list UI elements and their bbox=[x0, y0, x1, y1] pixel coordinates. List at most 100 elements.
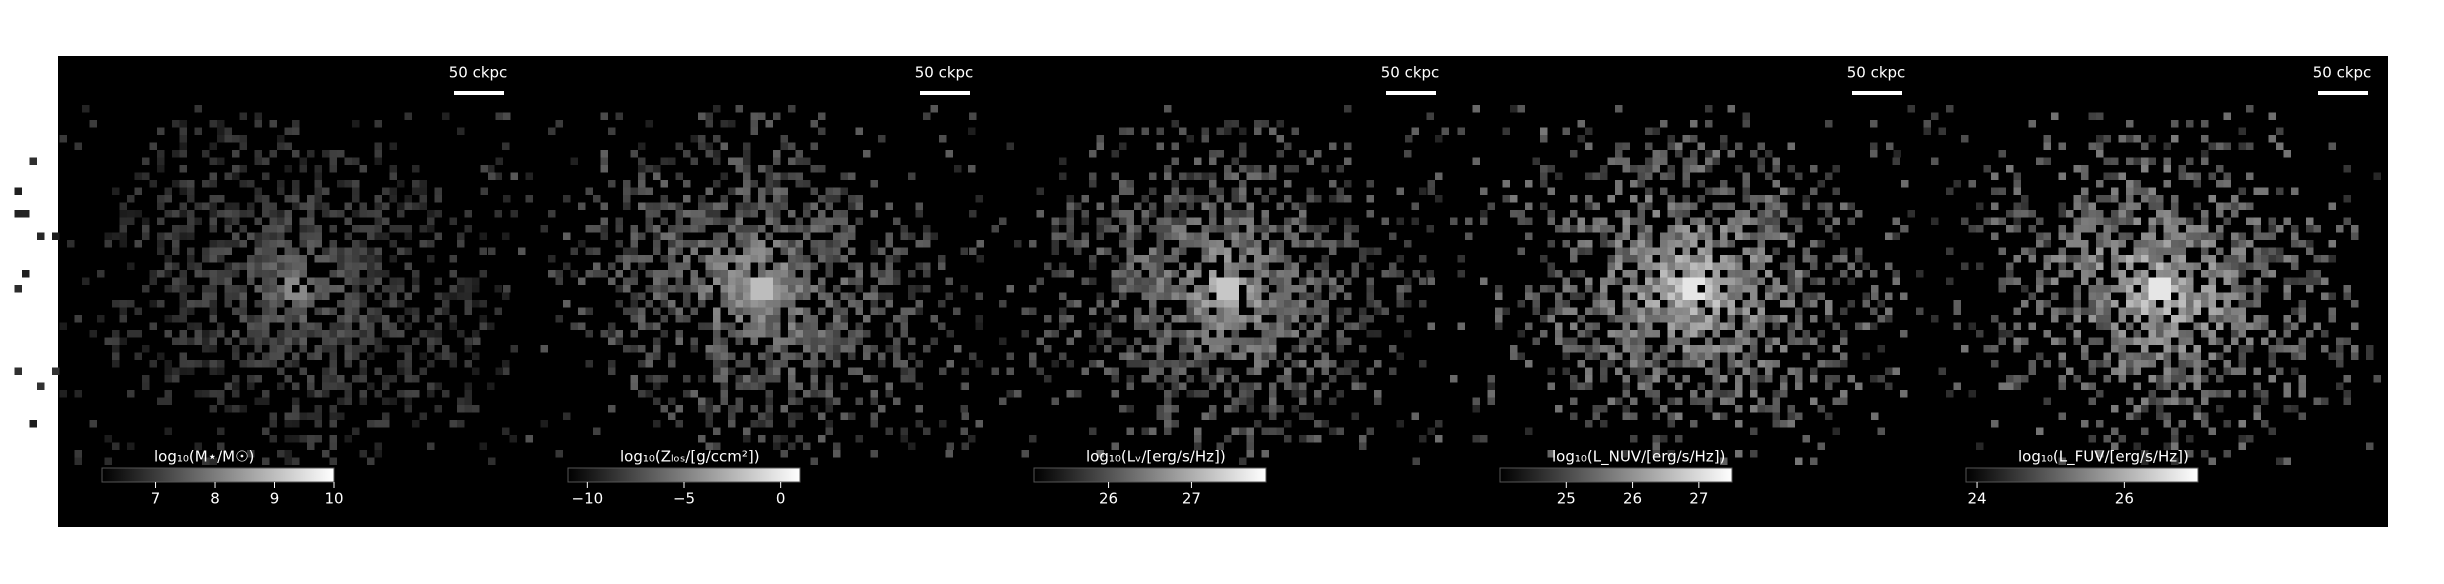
map-pixel bbox=[224, 262, 232, 270]
map-pixel bbox=[615, 285, 623, 293]
map-pixel bbox=[750, 120, 758, 128]
map-pixel bbox=[239, 300, 247, 308]
map-pixel bbox=[668, 300, 676, 308]
map-pixel bbox=[127, 217, 135, 225]
map-pixel bbox=[900, 330, 908, 338]
map-pixel bbox=[434, 382, 442, 390]
map-pixel bbox=[1284, 270, 1292, 278]
map-pixel bbox=[939, 135, 947, 143]
map-pixel bbox=[675, 330, 683, 338]
map-pixel bbox=[1314, 285, 1322, 293]
map-pixel bbox=[412, 420, 420, 428]
map-pixel bbox=[314, 405, 322, 413]
map-pixel bbox=[2126, 202, 2134, 210]
map-pixel bbox=[1622, 225, 1630, 233]
map-pixel bbox=[254, 330, 262, 338]
map-pixel bbox=[2231, 315, 2239, 323]
map-pixel bbox=[833, 285, 841, 293]
map-pixel bbox=[1359, 442, 1367, 450]
map-pixel bbox=[1284, 262, 1292, 270]
map-pixel bbox=[1652, 435, 1660, 443]
map-pixel bbox=[269, 300, 277, 308]
map-pixel bbox=[2073, 315, 2081, 323]
map-pixel bbox=[758, 375, 766, 383]
map-pixel bbox=[52, 367, 60, 375]
map-pixel bbox=[292, 412, 300, 420]
map-pixel bbox=[1239, 210, 1247, 218]
map-pixel bbox=[1201, 232, 1209, 240]
map-pixel bbox=[2306, 217, 2314, 225]
map-pixel bbox=[209, 292, 217, 300]
map-pixel bbox=[464, 277, 472, 285]
map-pixel bbox=[307, 442, 315, 450]
map-pixel bbox=[750, 210, 758, 218]
map-pixel bbox=[1366, 210, 1374, 218]
map-pixel bbox=[2186, 232, 2194, 240]
map-pixel bbox=[825, 405, 833, 413]
map-pixel bbox=[329, 435, 337, 443]
map-pixel bbox=[1089, 180, 1097, 188]
map-pixel bbox=[713, 352, 721, 360]
map-pixel bbox=[1795, 412, 1803, 420]
map-pixel bbox=[1660, 262, 1668, 270]
map-pixel bbox=[1231, 285, 1239, 293]
map-pixel bbox=[284, 127, 292, 135]
map-pixel bbox=[735, 262, 743, 270]
map-pixel bbox=[1712, 262, 1720, 270]
map-pixel bbox=[2133, 255, 2141, 263]
map-pixel bbox=[344, 247, 352, 255]
map-pixel bbox=[427, 337, 435, 345]
map-pixel bbox=[1396, 270, 1404, 278]
map-pixel bbox=[397, 210, 405, 218]
map-pixel bbox=[1209, 225, 1217, 233]
map-pixel bbox=[2006, 165, 2014, 173]
map-pixel bbox=[322, 202, 330, 210]
map-pixel bbox=[668, 202, 676, 210]
map-pixel bbox=[344, 397, 352, 405]
map-pixel bbox=[1802, 435, 1810, 443]
map-pixel bbox=[1630, 217, 1638, 225]
map-pixel bbox=[645, 322, 653, 330]
map-pixel bbox=[374, 195, 382, 203]
map-pixel bbox=[352, 292, 360, 300]
map-pixel bbox=[1284, 232, 1292, 240]
map-pixel bbox=[1239, 390, 1247, 398]
scale-bar-label: 50 ckpc bbox=[2313, 64, 2372, 82]
map-pixel bbox=[1690, 202, 1698, 210]
map-pixel bbox=[818, 435, 826, 443]
map-pixel bbox=[2163, 247, 2171, 255]
map-pixel bbox=[2058, 457, 2066, 465]
map-pixel bbox=[1517, 330, 1525, 338]
map-pixel bbox=[833, 247, 841, 255]
map-pixel bbox=[1096, 217, 1104, 225]
map-pixel bbox=[968, 435, 976, 443]
map-pixel bbox=[653, 292, 661, 300]
map-pixel bbox=[1171, 217, 1179, 225]
map-pixel bbox=[600, 217, 608, 225]
map-pixel bbox=[758, 255, 766, 263]
map-pixel bbox=[1321, 315, 1329, 323]
map-pixel bbox=[157, 165, 165, 173]
map-pixel bbox=[945, 277, 953, 285]
map-pixel bbox=[359, 300, 367, 308]
map-pixel bbox=[1194, 352, 1202, 360]
map-pixel bbox=[1036, 210, 1044, 218]
map-pixel bbox=[1329, 195, 1337, 203]
map-pixel bbox=[329, 330, 337, 338]
map-pixel bbox=[202, 202, 210, 210]
map-pixel bbox=[314, 412, 322, 420]
map-pixel bbox=[1795, 337, 1803, 345]
map-pixel bbox=[1201, 367, 1209, 375]
map-pixel bbox=[1171, 330, 1179, 338]
map-pixel bbox=[615, 112, 623, 120]
map-pixel bbox=[788, 390, 796, 398]
map-pixel bbox=[1179, 210, 1187, 218]
map-pixel bbox=[638, 187, 646, 195]
map-pixel bbox=[2013, 382, 2021, 390]
map-pixel bbox=[1359, 322, 1367, 330]
map-pixel bbox=[788, 420, 796, 428]
map-pixel bbox=[314, 232, 322, 240]
map-pixel bbox=[1239, 262, 1247, 270]
map-pixel bbox=[946, 330, 954, 338]
map-pixel bbox=[2178, 367, 2186, 375]
